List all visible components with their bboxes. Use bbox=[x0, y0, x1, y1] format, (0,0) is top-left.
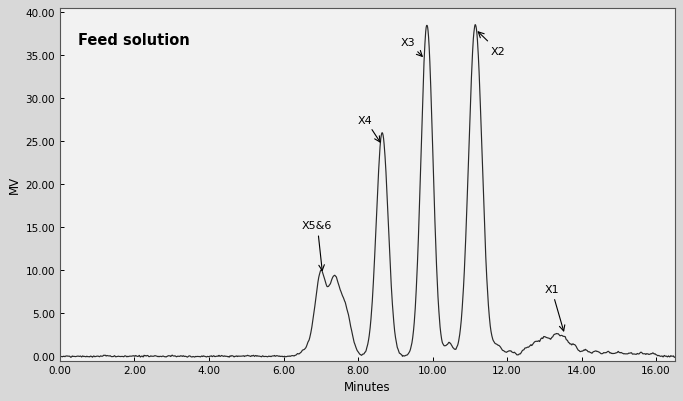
Text: Feed solution: Feed solution bbox=[79, 33, 190, 48]
X-axis label: Minutes: Minutes bbox=[344, 380, 391, 393]
Text: X2: X2 bbox=[478, 33, 505, 57]
Text: X4: X4 bbox=[358, 115, 380, 143]
Text: X5&6: X5&6 bbox=[302, 221, 333, 271]
Text: X3: X3 bbox=[401, 38, 422, 57]
Text: X1: X1 bbox=[544, 284, 565, 331]
Y-axis label: MV: MV bbox=[8, 176, 21, 194]
